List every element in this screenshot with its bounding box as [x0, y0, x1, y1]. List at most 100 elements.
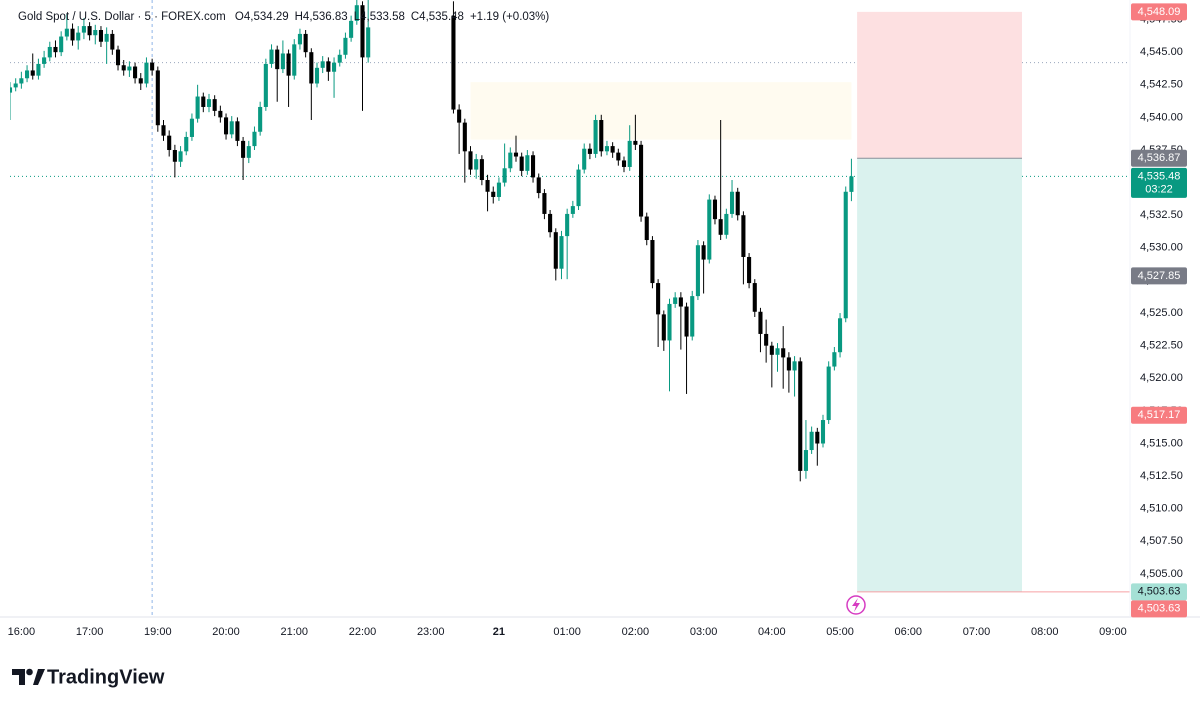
- candle-body: [491, 191, 496, 197]
- candle-body: [701, 245, 706, 260]
- candle-body: [218, 110, 223, 118]
- y-tick-label: 4,540.00: [1140, 111, 1183, 123]
- x-tick-label: 09:00: [1099, 626, 1127, 638]
- candle-body: [786, 357, 791, 371]
- candle-body: [110, 33, 115, 50]
- brand-logo[interactable]: TradingView: [12, 666, 165, 688]
- candle-body: [36, 63, 41, 76]
- candle-body: [525, 155, 530, 171]
- candle-body: [661, 314, 666, 341]
- candle-body: [98, 30, 104, 42]
- candle-body: [582, 148, 587, 170]
- brand-name: TradingView: [47, 666, 165, 688]
- candle-body: [820, 420, 826, 444]
- candle-body: [678, 297, 683, 307]
- price-label: 4,548.09: [1138, 6, 1181, 18]
- x-tick-label: 22:00: [349, 626, 377, 638]
- y-tick-label: 4,545.00: [1140, 46, 1183, 58]
- candle-body: [150, 62, 155, 71]
- candle-body: [235, 121, 240, 141]
- candle-body: [530, 155, 536, 178]
- candle-body: [303, 33, 308, 53]
- candle-body: [593, 120, 598, 154]
- candle-body: [616, 152, 621, 161]
- candle-body: [275, 49, 280, 70]
- candle-body: [724, 213, 729, 235]
- candle-body: [314, 67, 320, 84]
- candle-body: [189, 118, 194, 137]
- price-label-badge: [1131, 600, 1187, 618]
- x-tick-label: 23:00: [417, 626, 445, 638]
- candle-body: [610, 146, 615, 153]
- candle-body: [599, 120, 604, 152]
- candle-body: [144, 62, 149, 84]
- candle-body: [576, 169, 581, 207]
- candle-body: [832, 352, 837, 367]
- x-tick-label: 21: [493, 626, 505, 638]
- candle-body: [337, 54, 342, 63]
- price-label: 4,535.48: [1138, 170, 1181, 182]
- x-tick-label: 08:00: [1031, 626, 1059, 638]
- candle-body: [212, 99, 217, 111]
- legend-value: O4,534.29: [234, 11, 289, 23]
- candle-body: [843, 191, 848, 319]
- y-tick-label: 4,542.50: [1140, 79, 1183, 91]
- candle-body: [849, 176, 854, 192]
- price-label: 4,517.17: [1138, 409, 1181, 421]
- candle-body: [258, 106, 263, 132]
- candle-body: [360, 5, 365, 58]
- candle-body: [269, 49, 274, 64]
- candle-body: [121, 65, 126, 71]
- price-label: 4,503.63: [1138, 603, 1181, 615]
- candle-body: [167, 135, 172, 151]
- legend-value: H4,536.83: [294, 11, 348, 23]
- candle-body: [627, 140, 632, 167]
- alert-icon[interactable]: [846, 595, 866, 615]
- candle-body: [826, 366, 831, 421]
- candle-body: [53, 46, 58, 53]
- candle-body: [479, 159, 484, 181]
- x-tick-label: 05:00: [826, 626, 854, 638]
- x-tick-label: 20:00: [212, 626, 240, 638]
- candle-body: [559, 236, 564, 269]
- price-label: 4,536.87: [1138, 152, 1181, 164]
- price-label-badge: [1131, 149, 1187, 167]
- target-zone: [857, 158, 1022, 592]
- candle-body: [587, 148, 592, 154]
- x-tick-label: 19:00: [144, 626, 172, 638]
- candle-body: [707, 199, 712, 260]
- candle-body: [30, 70, 35, 76]
- price-label-badge: [1131, 583, 1187, 601]
- candle-body: [775, 348, 780, 355]
- candle-body: [25, 70, 30, 79]
- candle-body: [513, 152, 519, 157]
- candle-body: [815, 431, 820, 444]
- candle-body: [639, 144, 644, 217]
- candle-body: [565, 213, 570, 237]
- candle-body: [229, 121, 234, 135]
- candle-body: [59, 36, 64, 53]
- candle-body: [343, 37, 348, 55]
- candle-body: [115, 49, 121, 66]
- candle-body: [695, 245, 700, 297]
- candle-body: [19, 78, 24, 84]
- candle-body: [87, 26, 92, 36]
- candle-body: [803, 450, 808, 471]
- candle-body: [570, 206, 575, 214]
- x-tick-label: 16:00: [8, 626, 36, 638]
- candle-body: [93, 30, 98, 36]
- candle-body: [133, 66, 138, 79]
- candle-body: [718, 219, 723, 235]
- candle-body: [712, 199, 718, 220]
- candle-body: [729, 191, 735, 214]
- candle-body: [81, 26, 86, 33]
- candle-body: [809, 431, 814, 451]
- candle-body: [542, 193, 547, 214]
- candle-body: [650, 240, 655, 284]
- legend-value: +1.19 (+0.03%): [469, 11, 550, 23]
- candle-body: [792, 361, 797, 371]
- candle-body: [667, 303, 672, 341]
- candle-body: [735, 191, 740, 216]
